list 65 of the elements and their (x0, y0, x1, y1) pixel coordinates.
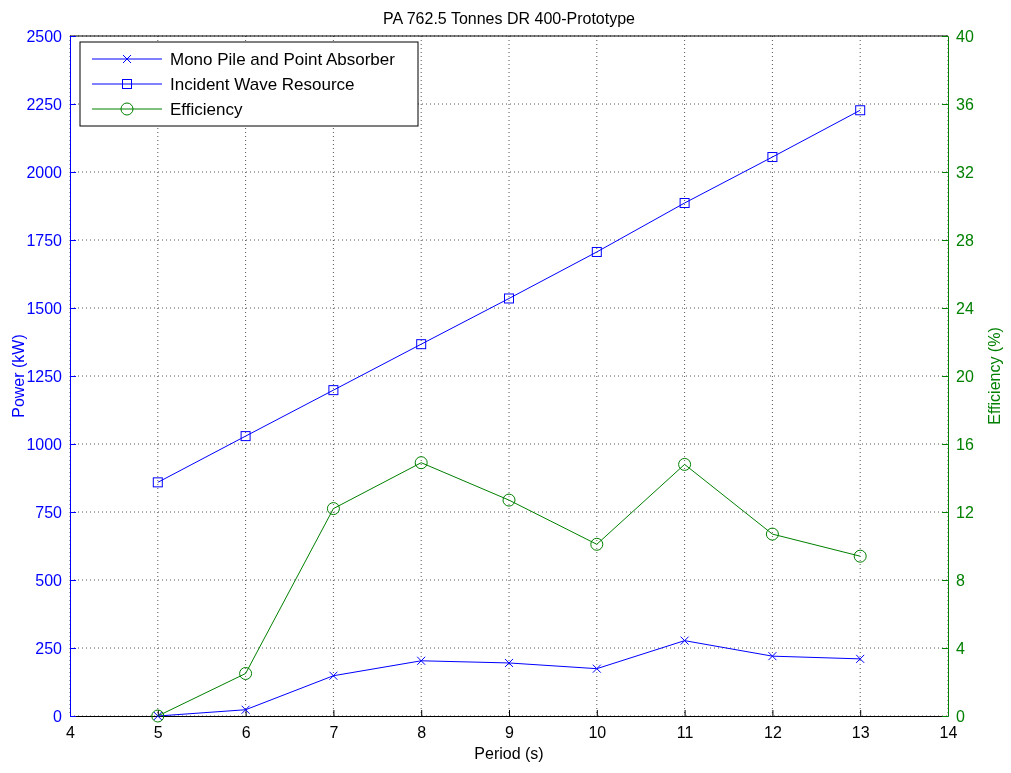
y-tick-label: 2250 (26, 95, 63, 113)
x-tick-label: 10 (588, 724, 607, 742)
y-tick-label: 1250 (26, 367, 63, 385)
legend-label: Efficiency (170, 100, 243, 119)
x-tick-label: 9 (505, 724, 515, 742)
y-tick-label: 1500 (26, 299, 63, 317)
y2-tick-label: 40 (956, 27, 974, 45)
point (502, 493, 516, 507)
legend-label: Mono Pile and Point Absorber (170, 50, 396, 69)
point (592, 664, 602, 674)
y-axis-title: Power (kW) (10, 334, 27, 418)
y-tick-label: 0 (53, 707, 63, 725)
point (328, 671, 338, 681)
y-tick-label: 250 (35, 639, 63, 657)
x-tick-label: 4 (66, 724, 76, 742)
point (678, 457, 692, 471)
point (767, 152, 778, 163)
y-tick-label: 1000 (26, 435, 63, 453)
y2-tick-label: 0 (956, 707, 965, 725)
point (765, 527, 779, 541)
x-axis-title: Period (s) (474, 745, 544, 762)
y2-tick-label: 16 (956, 435, 974, 453)
point (152, 477, 163, 488)
x-tick-label: 6 (241, 724, 251, 742)
y-tick-label: 1750 (26, 231, 63, 249)
x-tick-label: 14 (939, 724, 958, 742)
x-tick-label: 11 (676, 724, 694, 742)
x-tick-label: 13 (851, 724, 870, 742)
point (590, 537, 604, 551)
point (239, 667, 253, 680)
y2-tick-label: 12 (956, 503, 974, 521)
y2-tick-label: 28 (956, 231, 974, 249)
point (504, 293, 514, 304)
x-tick-label: 8 (417, 724, 427, 742)
point (416, 339, 427, 350)
y-tick-label: 2500 (26, 27, 63, 45)
y2-tick-label: 20 (956, 367, 974, 385)
point (855, 105, 866, 116)
legend-label: Incident Wave Resource (170, 75, 355, 94)
point (241, 705, 251, 715)
y2-tick-label: 32 (956, 163, 974, 181)
y2-tick-label: 4 (956, 639, 965, 657)
y2-tick-label: 24 (956, 299, 974, 317)
point (767, 651, 777, 661)
y-tick-label: 500 (35, 571, 63, 589)
y-tick-label: 2000 (26, 163, 63, 181)
point (328, 385, 339, 396)
point (591, 246, 602, 257)
y2-tick-label: 8 (956, 571, 965, 589)
y2-axis-title: Efficiency (%) (986, 327, 1003, 425)
point (853, 549, 867, 563)
point (504, 658, 514, 668)
point (416, 656, 426, 666)
point (240, 431, 251, 442)
chart-title: PA 762.5 Tonnes DR 400-Prototype (382, 10, 636, 27)
point (326, 502, 340, 516)
x-tick-label: 5 (153, 724, 163, 742)
y-tick-label: 750 (35, 503, 63, 521)
point (855, 654, 865, 664)
point (680, 636, 690, 646)
x-tick-label: 7 (329, 724, 339, 742)
y2-tick-label: 36 (956, 95, 974, 113)
point (679, 198, 690, 209)
point (414, 456, 428, 470)
x-tick-label: 12 (764, 724, 782, 742)
